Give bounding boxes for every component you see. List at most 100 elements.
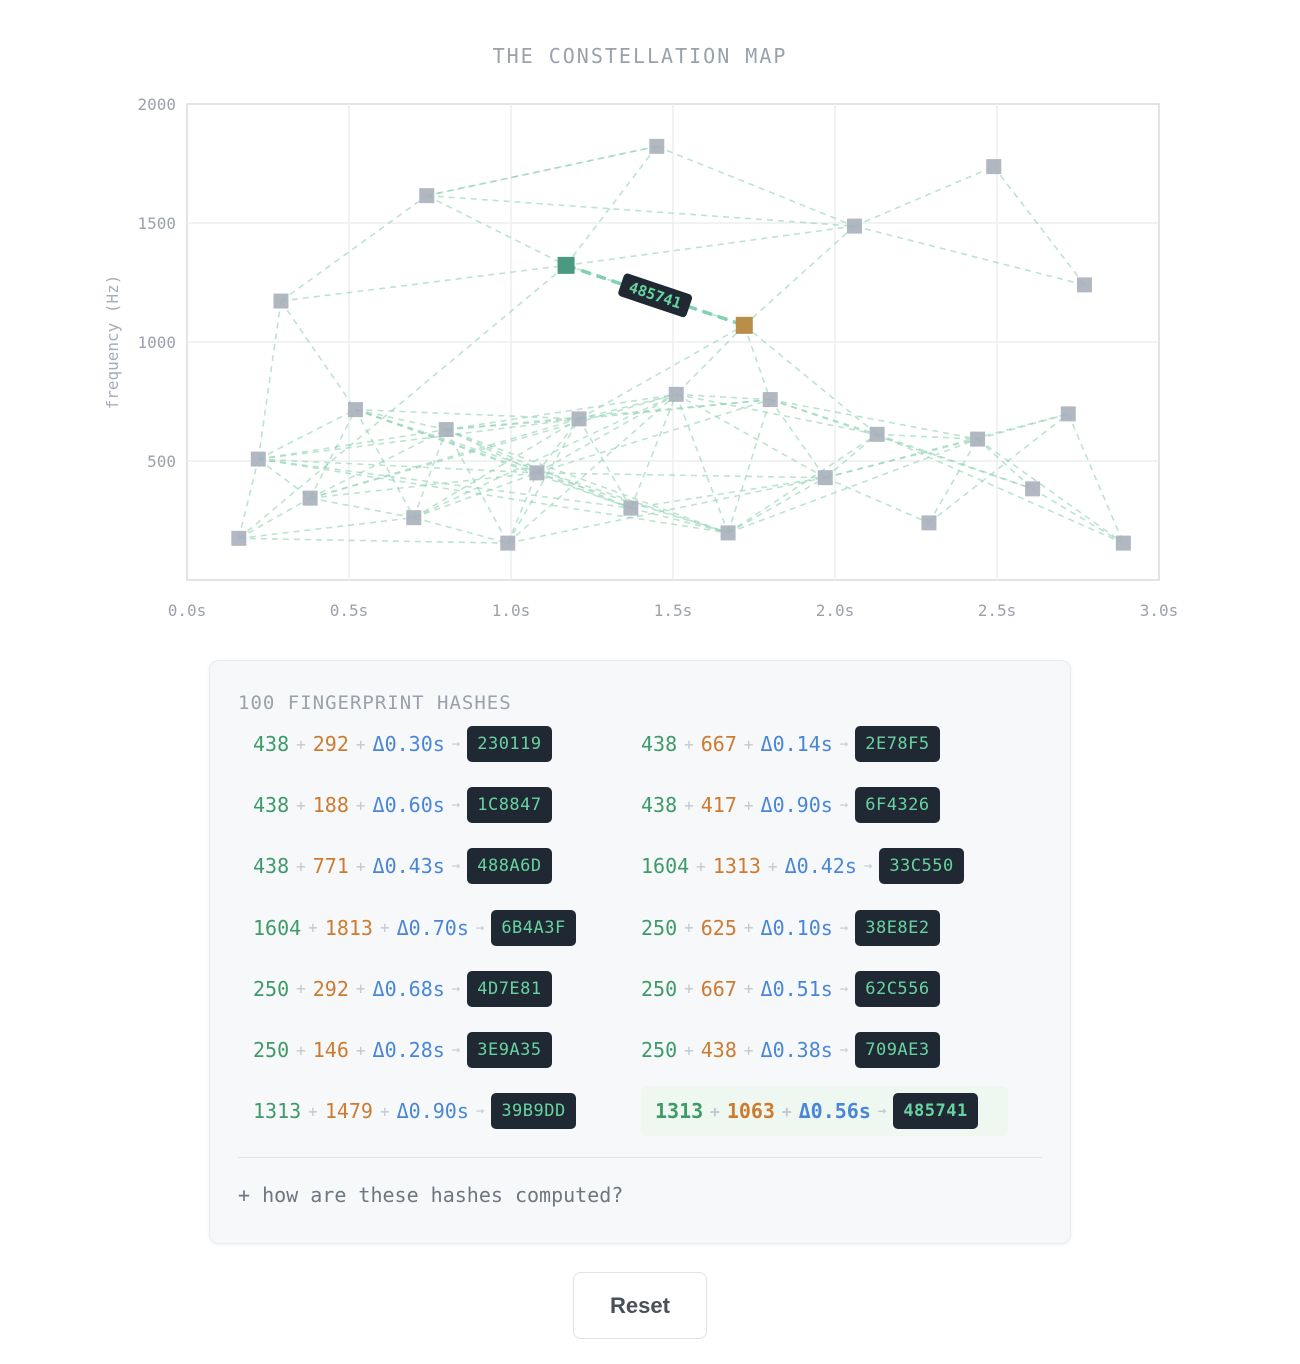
peak-marker[interactable] — [623, 500, 639, 516]
hash-row[interactable]: 250 +292 + Δ0.68s → 4D7E81 — [253, 966, 552, 1012]
anchor-freq: 438 — [253, 793, 290, 818]
time-delta: Δ0.70s — [396, 915, 469, 940]
how-computed-toggle[interactable]: + how are these hashes computed? — [238, 1183, 624, 1207]
peak-link — [630, 394, 677, 509]
peak-link — [565, 145, 658, 266]
peak-link — [355, 408, 447, 431]
peak-marker[interactable] — [846, 218, 862, 234]
hash-value: 62C556 — [855, 970, 940, 1007]
plus-sign: + — [684, 734, 694, 754]
peak-marker[interactable] — [529, 465, 545, 481]
peak-marker[interactable] — [1115, 535, 1131, 551]
hash-row[interactable]: 1604 +1313 + Δ0.42s → 33C550 — [641, 843, 964, 889]
peak-link — [257, 408, 356, 460]
hash-row[interactable]: 250 +667 + Δ0.51s → 62C556 — [641, 966, 940, 1012]
peak-link — [977, 438, 1034, 490]
plus-sign: + — [308, 1101, 318, 1121]
hash-value: 39B9DD — [491, 1093, 576, 1130]
peak-link — [507, 472, 538, 544]
hash-row[interactable]: 438 +417 + Δ0.90s → 6F4326 — [641, 782, 940, 828]
peak-marker[interactable] — [1076, 277, 1092, 293]
peak-marker[interactable] — [986, 159, 1002, 175]
x-tick-label: 2.0s — [816, 601, 855, 620]
reset-button[interactable]: Reset — [573, 1272, 707, 1339]
peak-link — [825, 413, 1069, 479]
time-delta: Δ0.56s — [798, 1099, 871, 1124]
hash-row[interactable]: 1604 +1813 + Δ0.70s → 6B4A3F — [253, 905, 576, 951]
peak-marker[interactable] — [921, 515, 937, 531]
plus-sign: + — [296, 1040, 306, 1060]
hash-value: 4D7E81 — [467, 970, 552, 1007]
hash-value: 230119 — [467, 726, 552, 762]
peak-marker[interactable] — [250, 451, 266, 467]
peak-link — [565, 264, 745, 327]
peak-link — [675, 394, 729, 534]
peak-marker[interactable] — [1060, 406, 1076, 422]
peak-link — [676, 393, 771, 401]
peak-link — [426, 145, 657, 197]
peak-link — [257, 300, 282, 460]
target-freq: 1479 — [324, 1099, 373, 1124]
hash-row-highlighted[interactable]: 1313 +1063 + Δ0.56s → 485741 — [641, 1086, 1008, 1137]
peak-marker[interactable] — [668, 386, 684, 402]
peak-marker[interactable] — [302, 490, 318, 506]
hash-row[interactable]: 438 +771 + Δ0.43s → 488A6D — [253, 843, 552, 889]
target-freq: 292 — [312, 976, 349, 1001]
peak-link — [238, 264, 567, 539]
target-peak[interactable] — [735, 316, 753, 334]
arrow-icon: → — [451, 858, 461, 875]
peak-marker[interactable] — [571, 411, 587, 427]
anchor-peak[interactable] — [557, 256, 575, 274]
hash-row[interactable]: 1313 +1479 + Δ0.90s → 39B9DD — [253, 1088, 576, 1134]
plus-sign: + — [296, 795, 306, 815]
target-freq: 188 — [312, 793, 349, 818]
peak-link — [743, 324, 878, 435]
arrow-icon: → — [451, 797, 461, 814]
peak-marker[interactable] — [273, 293, 289, 309]
time-delta: Δ0.30s — [372, 732, 445, 756]
peak-marker[interactable] — [500, 535, 516, 551]
hash-row[interactable]: 250 +438 + Δ0.38s → 709AE3 — [641, 1027, 940, 1073]
arrow-icon: → — [451, 1042, 461, 1058]
peak-marker[interactable] — [720, 525, 736, 541]
time-delta: Δ0.60s — [372, 793, 445, 818]
hash-value: 3E9A35 — [467, 1032, 552, 1068]
peak-marker[interactable] — [970, 431, 986, 447]
plus-sign: + — [696, 856, 706, 876]
hash-row[interactable]: 438 +667 + Δ0.14s → 2E78F5 — [641, 721, 940, 767]
peak-link — [446, 393, 677, 431]
hash-row[interactable]: 438 +292 + Δ0.30s → 230119 — [253, 721, 552, 767]
hash-value: 1C8847 — [467, 787, 552, 824]
time-delta: Δ0.68s — [372, 976, 445, 1001]
peak-marker[interactable] — [438, 422, 454, 438]
peak-marker[interactable] — [649, 138, 665, 154]
peak-link — [280, 194, 428, 302]
hash-row[interactable]: 250 +625 + Δ0.10s → 38E8E2 — [641, 905, 940, 951]
peak-link — [928, 438, 979, 524]
plus-sign: + — [684, 918, 694, 938]
anchor-freq: 250 — [253, 976, 290, 1001]
target-freq: 771 — [312, 854, 349, 879]
peak-marker[interactable] — [406, 510, 422, 526]
peak-link — [426, 194, 567, 267]
peak-link — [727, 438, 978, 534]
y-tick-label: 1000 — [137, 333, 176, 352]
hash-row[interactable]: 250 +146 + Δ0.28s → 3E9A35 — [253, 1027, 552, 1073]
peak-link — [854, 225, 1085, 286]
arrow-icon: → — [451, 736, 461, 752]
peak-marker[interactable] — [419, 188, 435, 204]
target-freq: 1813 — [324, 915, 373, 940]
peak-marker[interactable] — [347, 402, 363, 418]
chart-title: THE CONSTELLATION MAP — [492, 44, 788, 68]
plus-sign: + — [296, 979, 306, 999]
hash-row[interactable]: 438 +188 + Δ0.60s → 1C8847 — [253, 782, 552, 828]
peak-marker[interactable] — [762, 392, 778, 408]
peak-marker[interactable] — [1025, 481, 1041, 497]
plus-sign: + — [743, 979, 754, 999]
peak-marker[interactable] — [869, 426, 885, 442]
peak-marker[interactable] — [231, 530, 247, 546]
peak-link — [309, 409, 357, 499]
peak-link — [876, 433, 1124, 544]
peak-marker[interactable] — [817, 470, 833, 486]
time-delta: Δ0.51s — [760, 976, 833, 1001]
